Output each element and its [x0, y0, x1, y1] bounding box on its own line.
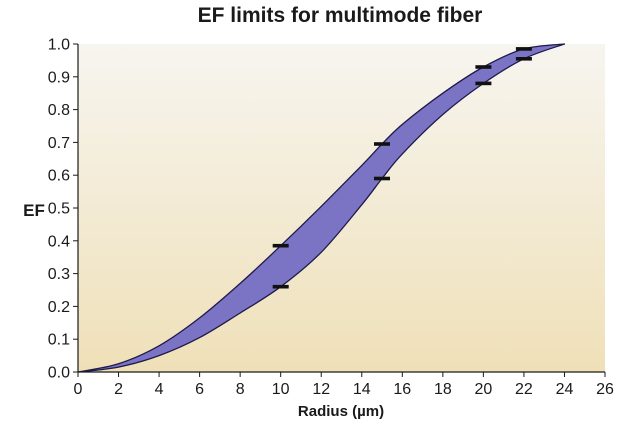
y-tick-label: 0.5 [48, 201, 70, 218]
x-tick-label: 4 [155, 381, 164, 398]
x-tick-label: 2 [114, 381, 123, 398]
limit-marker-5 [475, 81, 492, 86]
y-axis-ticks: 0.0 0.1 0.2 0.3 0.4 0.5 0.6 0.7 0.8 0.9 1.0 [48, 37, 78, 382]
limit-marker-0 [272, 243, 289, 248]
x-axis-ticks: 0 2 4 6 8 10 12 14 16 18 20 22 24 26 [74, 372, 614, 398]
y-tick-label: 0.3 [48, 266, 70, 283]
x-tick-label: 16 [393, 381, 411, 398]
y-axis-label: EF [23, 201, 45, 220]
x-tick-label: 26 [596, 381, 614, 398]
x-axis-label: Radius (µm) [298, 403, 384, 420]
y-tick-label: 0.9 [48, 69, 70, 86]
x-tick-label: 22 [515, 381, 533, 398]
x-tick-label: 6 [195, 381, 204, 398]
y-tick-label: 0.6 [48, 168, 70, 185]
y-tick-label: 0.8 [48, 102, 70, 119]
limit-markers [272, 47, 532, 289]
y-tick-label: 0.7 [48, 135, 70, 152]
y-tick-label: 1.0 [48, 37, 70, 54]
x-tick-label: 10 [272, 381, 290, 398]
x-tick-label: 18 [434, 381, 452, 398]
limit-marker-2 [374, 142, 390, 146]
y-tick-label: 0.4 [48, 233, 70, 250]
limit-marker-1 [272, 284, 289, 289]
limit-marker-3 [374, 176, 390, 181]
ef-band [77, 43, 566, 373]
y-tick-label: 0.0 [48, 365, 70, 382]
y-tick-label: 0.2 [48, 299, 70, 316]
x-tick-label: 24 [556, 381, 574, 398]
chart-title: EF limits for multimode fiber [198, 4, 483, 27]
x-tick-label: 8 [236, 381, 245, 398]
limit-marker-4 [475, 65, 492, 69]
y-tick-label: 0.1 [48, 332, 70, 349]
x-tick-label: 20 [474, 381, 492, 398]
x-tick-label: 0 [74, 381, 83, 398]
limit-marker-7 [515, 57, 532, 61]
limit-marker-6 [515, 47, 532, 51]
x-tick-label: 12 [312, 381, 330, 398]
x-tick-label: 14 [353, 381, 371, 398]
